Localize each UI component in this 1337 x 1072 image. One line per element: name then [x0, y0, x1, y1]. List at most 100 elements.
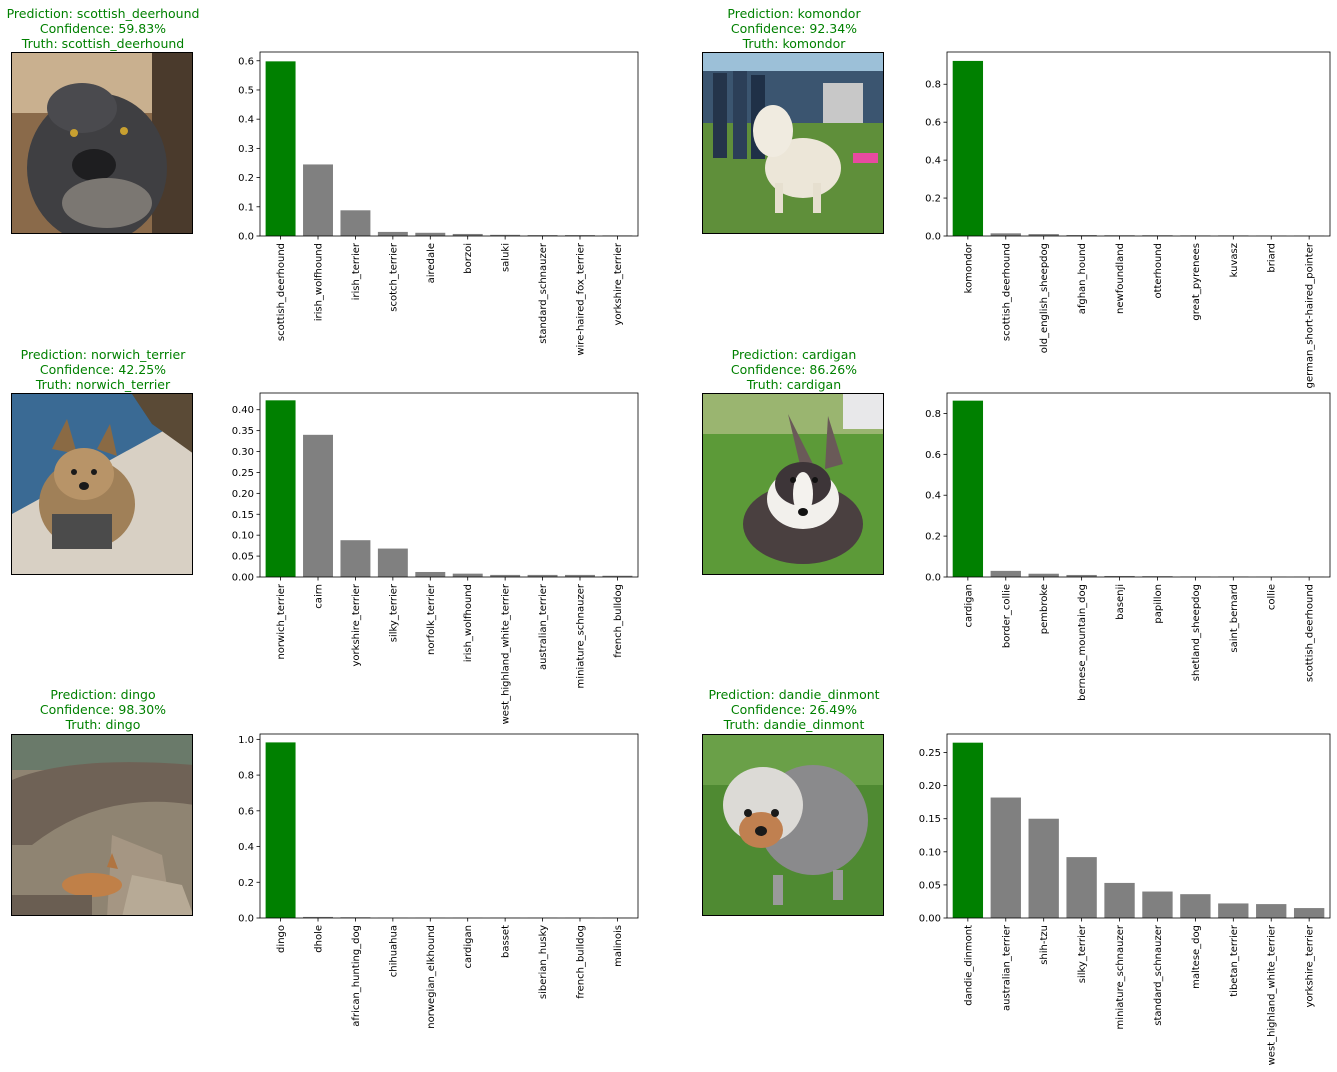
bar-borzoi — [452, 233, 483, 236]
y-tick-label: 0.3 — [238, 144, 254, 155]
x-tick-label: chihuahua — [388, 925, 399, 977]
truth-label: Truth: dandie_dinmont — [723, 717, 865, 732]
x-tick-label: basset — [501, 925, 512, 958]
x-tick-label: borzoi — [463, 243, 474, 274]
y-tick-label: 0.8 — [925, 409, 941, 420]
y-tick-label: 0.0 — [238, 914, 254, 925]
bar-irish_wolfhound — [452, 573, 483, 577]
y-tick-label: 0.6 — [238, 806, 254, 817]
x-tick-label: dandie_dinmont — [963, 925, 974, 1006]
bar-west_highland_white_terrier — [1256, 904, 1287, 918]
x-tick-label: tibetan_terrier — [1229, 924, 1240, 997]
bar-chart: 0.0 0.2 0.4 0.6 0.8 komondor scottish_deerhoun… — [925, 51, 1331, 388]
bar-silky_terrier — [377, 548, 408, 577]
bar-chart: 0.00 0.05 0.10 0.15 0.20 0.25 0.30 0.35 0.40 norw… — [232, 392, 639, 724]
bar-french_bulldog — [602, 575, 633, 577]
bar-west_highland_white_terrier — [490, 574, 521, 577]
y-tick-label: 0.00 — [232, 573, 254, 584]
x-tick-label: dingo — [276, 925, 287, 953]
x-tick-label: bernese_mountain_dog — [1077, 584, 1088, 701]
confidence-label: Confidence: 98.30% — [39, 702, 167, 717]
x-tick-label: otterhound — [1153, 243, 1164, 299]
bar-bernese_mountain_dog — [1066, 574, 1097, 577]
bar-border_collie — [990, 570, 1021, 577]
y-tick-label: 0.2 — [925, 194, 941, 205]
prediction-label: Prediction: norwich_terrier — [20, 347, 186, 362]
x-tick-label: australian_terrier — [1001, 924, 1012, 1011]
y-tick-label: 0.0 — [925, 232, 941, 243]
plot-frame — [946, 733, 1331, 919]
x-tick-label: west_highland_white_terrier — [1267, 924, 1278, 1065]
y-tick-label: 0.05 — [232, 552, 254, 563]
y-tick-label: 0.5 — [238, 85, 254, 96]
x-tick-label: german_short-haired_pointer — [1305, 242, 1316, 388]
x-tick-label: siberian_husky — [538, 925, 549, 999]
y-tick-label: 1.0 — [238, 735, 254, 746]
x-tick-label: saluki — [501, 243, 512, 272]
x-tick-label: scottish_deerhound — [1001, 243, 1012, 341]
y-tick-label: 0.15 — [919, 814, 941, 825]
x-tick-label: scottish_deerhound — [1305, 584, 1316, 682]
y-tick-label: 0.40 — [232, 405, 254, 416]
bar-chart: 0.0 0.2 0.4 0.6 0.8 1.0 dingo dhole african_hunt… — [238, 733, 639, 1029]
bar-papillon — [1142, 576, 1173, 577]
x-tick-label: scotch_terrier — [388, 242, 399, 312]
bar-dingo — [265, 742, 296, 918]
y-tick-label: 0.15 — [232, 510, 254, 521]
x-tick-label: airedale — [426, 243, 437, 283]
y-tick-label: 0.4 — [925, 156, 941, 167]
y-tick-label: 0.25 — [919, 748, 941, 759]
y-tick-label: 0.05 — [919, 880, 941, 891]
y-tick-label: 0.20 — [232, 489, 254, 500]
y-tick-label: 0.8 — [238, 771, 254, 782]
bar-komondor — [952, 60, 984, 236]
x-tick-label: shetland_sheepdog — [1191, 584, 1202, 681]
y-tick-label: 0.6 — [925, 450, 941, 461]
x-tick-label: saint_bernard — [1229, 584, 1240, 653]
confidence-label: Confidence: 86.26% — [730, 362, 858, 377]
x-tick-label: standard_schnauzer — [538, 242, 549, 344]
x-tick-label: yorkshire_terrier — [1305, 924, 1316, 1007]
y-tick-label: 0.2 — [925, 532, 941, 543]
y-tick-label: 0.8 — [925, 80, 941, 91]
panel-title: Prediction: norwich_terrier Confidence: … — [21, 347, 186, 392]
y-tick-label: 0.6 — [238, 56, 254, 67]
bar-pembroke — [1028, 573, 1059, 577]
x-tick-label: french_bulldog — [575, 925, 586, 999]
x-tick-label: scottish_deerhound — [276, 243, 287, 341]
y-tick-label: 0.0 — [238, 232, 254, 243]
x-tick-label: wire-haired_fox_terrier — [575, 242, 586, 356]
y-tick-label: 0.6 — [925, 118, 941, 129]
dog-photo-cardigan — [702, 393, 884, 575]
y-tick-label: 0.20 — [919, 781, 941, 792]
x-tick-label: miniature_schnauzer — [575, 583, 586, 688]
bar-yorkshire_terrier — [340, 540, 371, 577]
bar-wire-haired_fox_terrier — [565, 235, 595, 236]
y-tick-label: 0.10 — [232, 531, 254, 542]
y-tick-label: 0.00 — [919, 914, 941, 925]
x-tick-label: african_hunting_dog — [351, 925, 362, 1027]
bar-miniature_schnauzer — [1104, 882, 1135, 918]
truth-label: Truth: dingo — [65, 717, 141, 732]
x-tick-label: cairn — [314, 584, 325, 609]
x-tick-label: great_pyrenees — [1191, 243, 1202, 321]
x-tick-label: newfoundland — [1115, 243, 1126, 314]
x-tick-label: border_collie — [1001, 584, 1012, 648]
truth-label: Truth: norwich_terrier — [35, 377, 171, 392]
prediction-label: Prediction: scottish_deerhound — [6, 6, 200, 21]
prediction-label: Prediction: dandie_dinmont — [708, 687, 880, 702]
plot-frame — [946, 51, 1331, 237]
bar-airedale — [415, 232, 446, 236]
bar-norfolk_terrier — [415, 571, 446, 577]
confidence-label: Confidence: 59.83% — [39, 21, 167, 36]
y-tick-label: 0.0 — [925, 573, 941, 584]
bar-tibetan_terrier — [1218, 903, 1249, 918]
plot-frame — [259, 392, 639, 578]
bar-maltese_dog — [1180, 894, 1211, 918]
bar-old_english_sheepdog — [1028, 234, 1059, 236]
prediction-label: Prediction: komondor — [727, 6, 861, 21]
y-tick-label: 0.30 — [232, 447, 254, 458]
x-tick-label: komondor — [963, 242, 974, 293]
bar-scottish_deerhound — [265, 61, 296, 236]
confidence-label: Confidence: 42.25% — [39, 362, 167, 377]
